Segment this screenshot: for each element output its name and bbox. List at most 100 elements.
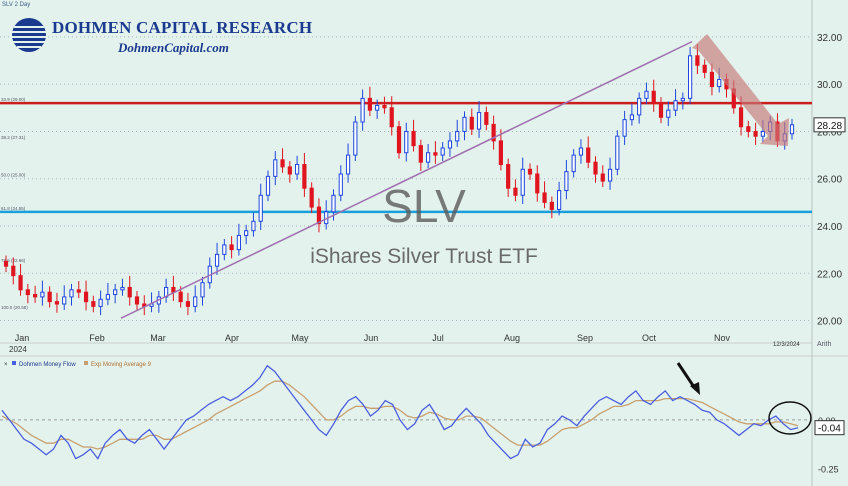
candle-body [411,130,416,147]
symbol-watermark: SLV [382,180,466,232]
year-label: 2024 [9,345,27,354]
ema-legend-swatch [84,361,88,365]
candle-body [287,166,292,175]
fib-level-label: 38.2 (27.31) [1,135,26,140]
indicator-tick-label: -0.25 [818,464,839,474]
candle-body [593,161,598,175]
candle-body [18,275,23,291]
candle-body [695,55,700,66]
candle-body [360,97,365,123]
candle-body [549,201,554,210]
fib-level-label: 50.0 (25.00) [1,173,26,178]
candle-body [644,90,649,99]
candle-body [637,97,642,116]
candle-body [178,291,183,303]
price-tick-label: 20.00 [817,317,842,328]
symbol-header: SLV 2 Day [2,2,31,8]
candle-body [789,124,795,135]
candle-body [229,244,234,251]
candle-body [389,107,394,128]
candle-body [251,220,256,232]
candle-body [375,104,380,111]
annotation-arrow-shaft [676,362,696,388]
fib-level-label: 61.8 (24.55) [1,206,26,211]
month-label: Jun [364,333,379,343]
candle-body [113,289,118,296]
price-tick-label: 26.00 [817,175,842,186]
candle-body [484,112,489,125]
candle-body [651,90,656,104]
brand-url: DohmenCapital.com [118,40,229,55]
candle-body [760,130,765,137]
candle-body [688,55,693,99]
candle-body [433,152,438,156]
candle-body [353,121,358,156]
candle-body [338,173,343,196]
candle-body [447,140,453,149]
candle-body [105,294,110,300]
candle-body [33,294,38,298]
candle-body [578,147,584,156]
candle-body [600,173,605,182]
candle-body [615,135,620,170]
money-flow-legend-label: Dohmen Money Flow [19,362,76,368]
candle-body [244,230,249,236]
money-flow-legend-swatch [12,361,16,365]
candle-body [309,187,314,208]
candle-body [462,116,467,132]
candle-body [542,192,547,203]
candle-body [54,301,60,305]
candle-body [40,291,45,298]
candle-body [717,78,722,88]
price-tick-label: 28.00 [817,127,842,138]
candle-body [658,102,664,118]
brand-name: DOHMEN CAPITAL RESEARCH [52,18,313,37]
candle-body [564,171,569,192]
candle-body [295,164,300,175]
month-label: Sep [577,333,593,343]
candle-body [236,234,241,251]
candle-body [47,291,52,303]
downtrend-arrow [692,34,789,146]
candle-body [382,104,387,109]
candle-body [571,154,576,173]
candle-body [702,64,707,73]
candle-body [440,147,445,156]
candle-body [491,123,496,142]
price-tick-label: 32.00 [817,33,842,44]
month-label: Jul [432,333,444,343]
candle-body [418,145,423,163]
candle-body [455,130,460,142]
candle-body [25,289,30,296]
annotation-circle [768,401,812,435]
money-flow-line [1,364,799,460]
price-tick-label: 24.00 [817,222,842,233]
candle-body [11,265,16,277]
candle-body [506,164,511,189]
candle-body [426,152,431,163]
candle-body [302,164,307,189]
end-date-label: 12/3/2024 [773,342,800,348]
candle-body [738,107,744,128]
candle-body [91,301,96,307]
ema-line [1,380,799,450]
candle-body [98,298,103,307]
candle-body [367,97,372,111]
candle-body [193,296,198,307]
candle-body [557,190,562,210]
candle-body [120,286,125,291]
candle-body [273,159,278,177]
candle-body [629,114,634,121]
candle-body [396,126,402,154]
candle-body [83,291,89,303]
candle-body [214,253,220,267]
brand-block: DOHMEN CAPITAL RESEARCH DohmenCapital.co… [12,18,313,56]
candle-body [746,126,751,132]
annotation-arrow-head [690,382,700,395]
candle-body [622,119,627,137]
candle-body [607,168,613,182]
candle-body [316,206,322,225]
candle-body [709,71,715,88]
candle-body [134,296,140,305]
